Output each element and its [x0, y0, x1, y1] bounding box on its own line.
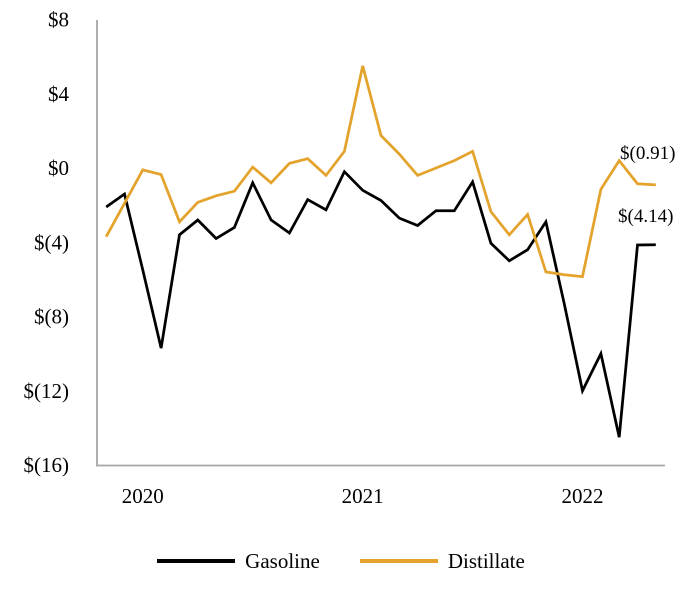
gasoline-line-swatch [157, 559, 236, 563]
y-axis-tick-label: $8 [48, 8, 69, 32]
gasoline-end-value-label: $(4.14) [618, 206, 674, 227]
y-axis-tick-label: $(16) [24, 453, 70, 477]
distillate-line [104, 65, 656, 279]
y-axis-tick-label: $(4) [34, 230, 69, 254]
legend-label-distillate: Distillate [447, 549, 525, 573]
gasoline-line [105, 169, 656, 438]
y-axis-tick-label: $(12) [24, 379, 70, 403]
legend-item-distillate: Distillate [359, 549, 525, 573]
distillate-end-value-label: $(0.91) [620, 143, 676, 164]
y-axis-tick-label: $0 [48, 156, 69, 180]
legend-label-gasoline: Gasoline [245, 549, 320, 573]
legend-item-gasoline: Gasoline [157, 549, 320, 573]
x-axis-year-label: 2021 [342, 484, 384, 508]
distillate-line-swatch [359, 559, 438, 563]
x-axis-year-label: 2022 [562, 484, 604, 508]
chart-legend: Gasoline Distillate [0, 549, 682, 573]
y-axis-tick-label: $(8) [34, 305, 69, 329]
x-axis-year-label: 2020 [122, 484, 164, 508]
y-axis-tick-label: $4 [48, 82, 70, 106]
